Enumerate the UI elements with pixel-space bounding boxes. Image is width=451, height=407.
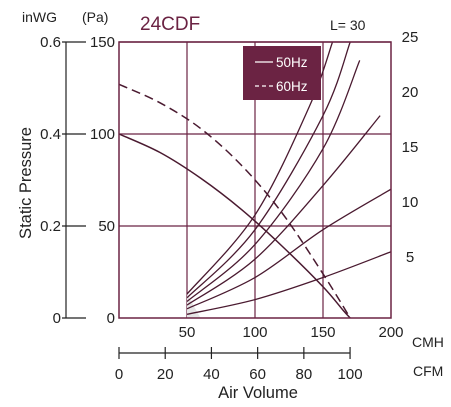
cfm-tick-label-100: 100 (338, 366, 363, 383)
y-unit-pa: (Pa) (82, 9, 108, 25)
x-tick-label-50: 50 (179, 324, 196, 341)
y-tick-label-inwg-0.2: 0.2 (40, 218, 61, 235)
cfm-tick-label-40: 40 (203, 366, 220, 383)
y-tick-label-inwg-0.4: 0.4 (40, 126, 61, 143)
duct-curve-L30 (186, 41, 334, 295)
curves (118, 41, 392, 319)
y-tick-label-pa-100: 100 (90, 126, 115, 143)
series-line-60hz (118, 83, 351, 319)
x-unit-cmh: CMH (412, 334, 444, 350)
labels: 0 50 100 150 0 0.2 0.4 0.6 50 100 150 200 0 20 40 60 80 1… (40, 29, 418, 383)
cfm-tick-label-20: 20 (157, 366, 174, 383)
cfm-tick-label-0: 0 (115, 366, 123, 383)
cfm-tick-label-60: 60 (249, 366, 266, 383)
x-tick-label-100: 100 (242, 324, 267, 341)
y-tick-label-inwg-0.6: 0.6 (40, 34, 61, 51)
y-tick-label-inwg-0: 0 (53, 310, 61, 327)
y-tick-label-pa-0: 0 (107, 310, 115, 327)
duct-curve-L10 (186, 188, 392, 310)
legend-box (243, 46, 321, 100)
y-tick-label-pa-150: 150 (90, 34, 115, 51)
legend-label-60hz: 60Hz (276, 79, 308, 94)
plot-frame (118, 41, 392, 319)
legend: 50Hz 60Hz (243, 46, 321, 100)
legend-label-50hz: 50Hz (276, 55, 308, 70)
duct-curve-L20 (186, 60, 361, 302)
duct-length-tick-25: 25 (402, 29, 419, 46)
x-tick-label-200: 200 (378, 324, 403, 341)
duct-length-tick-15: 15 (402, 139, 419, 156)
duct-curve-L15 (186, 115, 381, 306)
x-unit-cfm: CFM (413, 363, 443, 379)
y-axis-label: Static Pressure (17, 127, 35, 239)
x-axis-label: Air Volume (218, 384, 298, 402)
chart-title: 24CDF (140, 14, 200, 35)
axes (62, 41, 351, 359)
duct-length-label: L= 30 (330, 17, 366, 33)
y-unit-inwg: inWG (22, 9, 57, 25)
x-tick-label-150: 150 (310, 324, 335, 341)
duct-length-tick-5: 5 (406, 249, 414, 266)
y-tick-label-pa-50: 50 (98, 218, 115, 235)
duct-length-tick-10: 10 (402, 194, 419, 211)
duct-curve-origin-shade (187, 294, 201, 318)
duct-curve-L25 (186, 41, 351, 299)
duct-curve-L5 (186, 251, 392, 315)
cfm-tick-label-80: 80 (296, 366, 313, 383)
series-line-50hz (118, 133, 351, 319)
duct-length-tick-20: 20 (402, 84, 419, 101)
